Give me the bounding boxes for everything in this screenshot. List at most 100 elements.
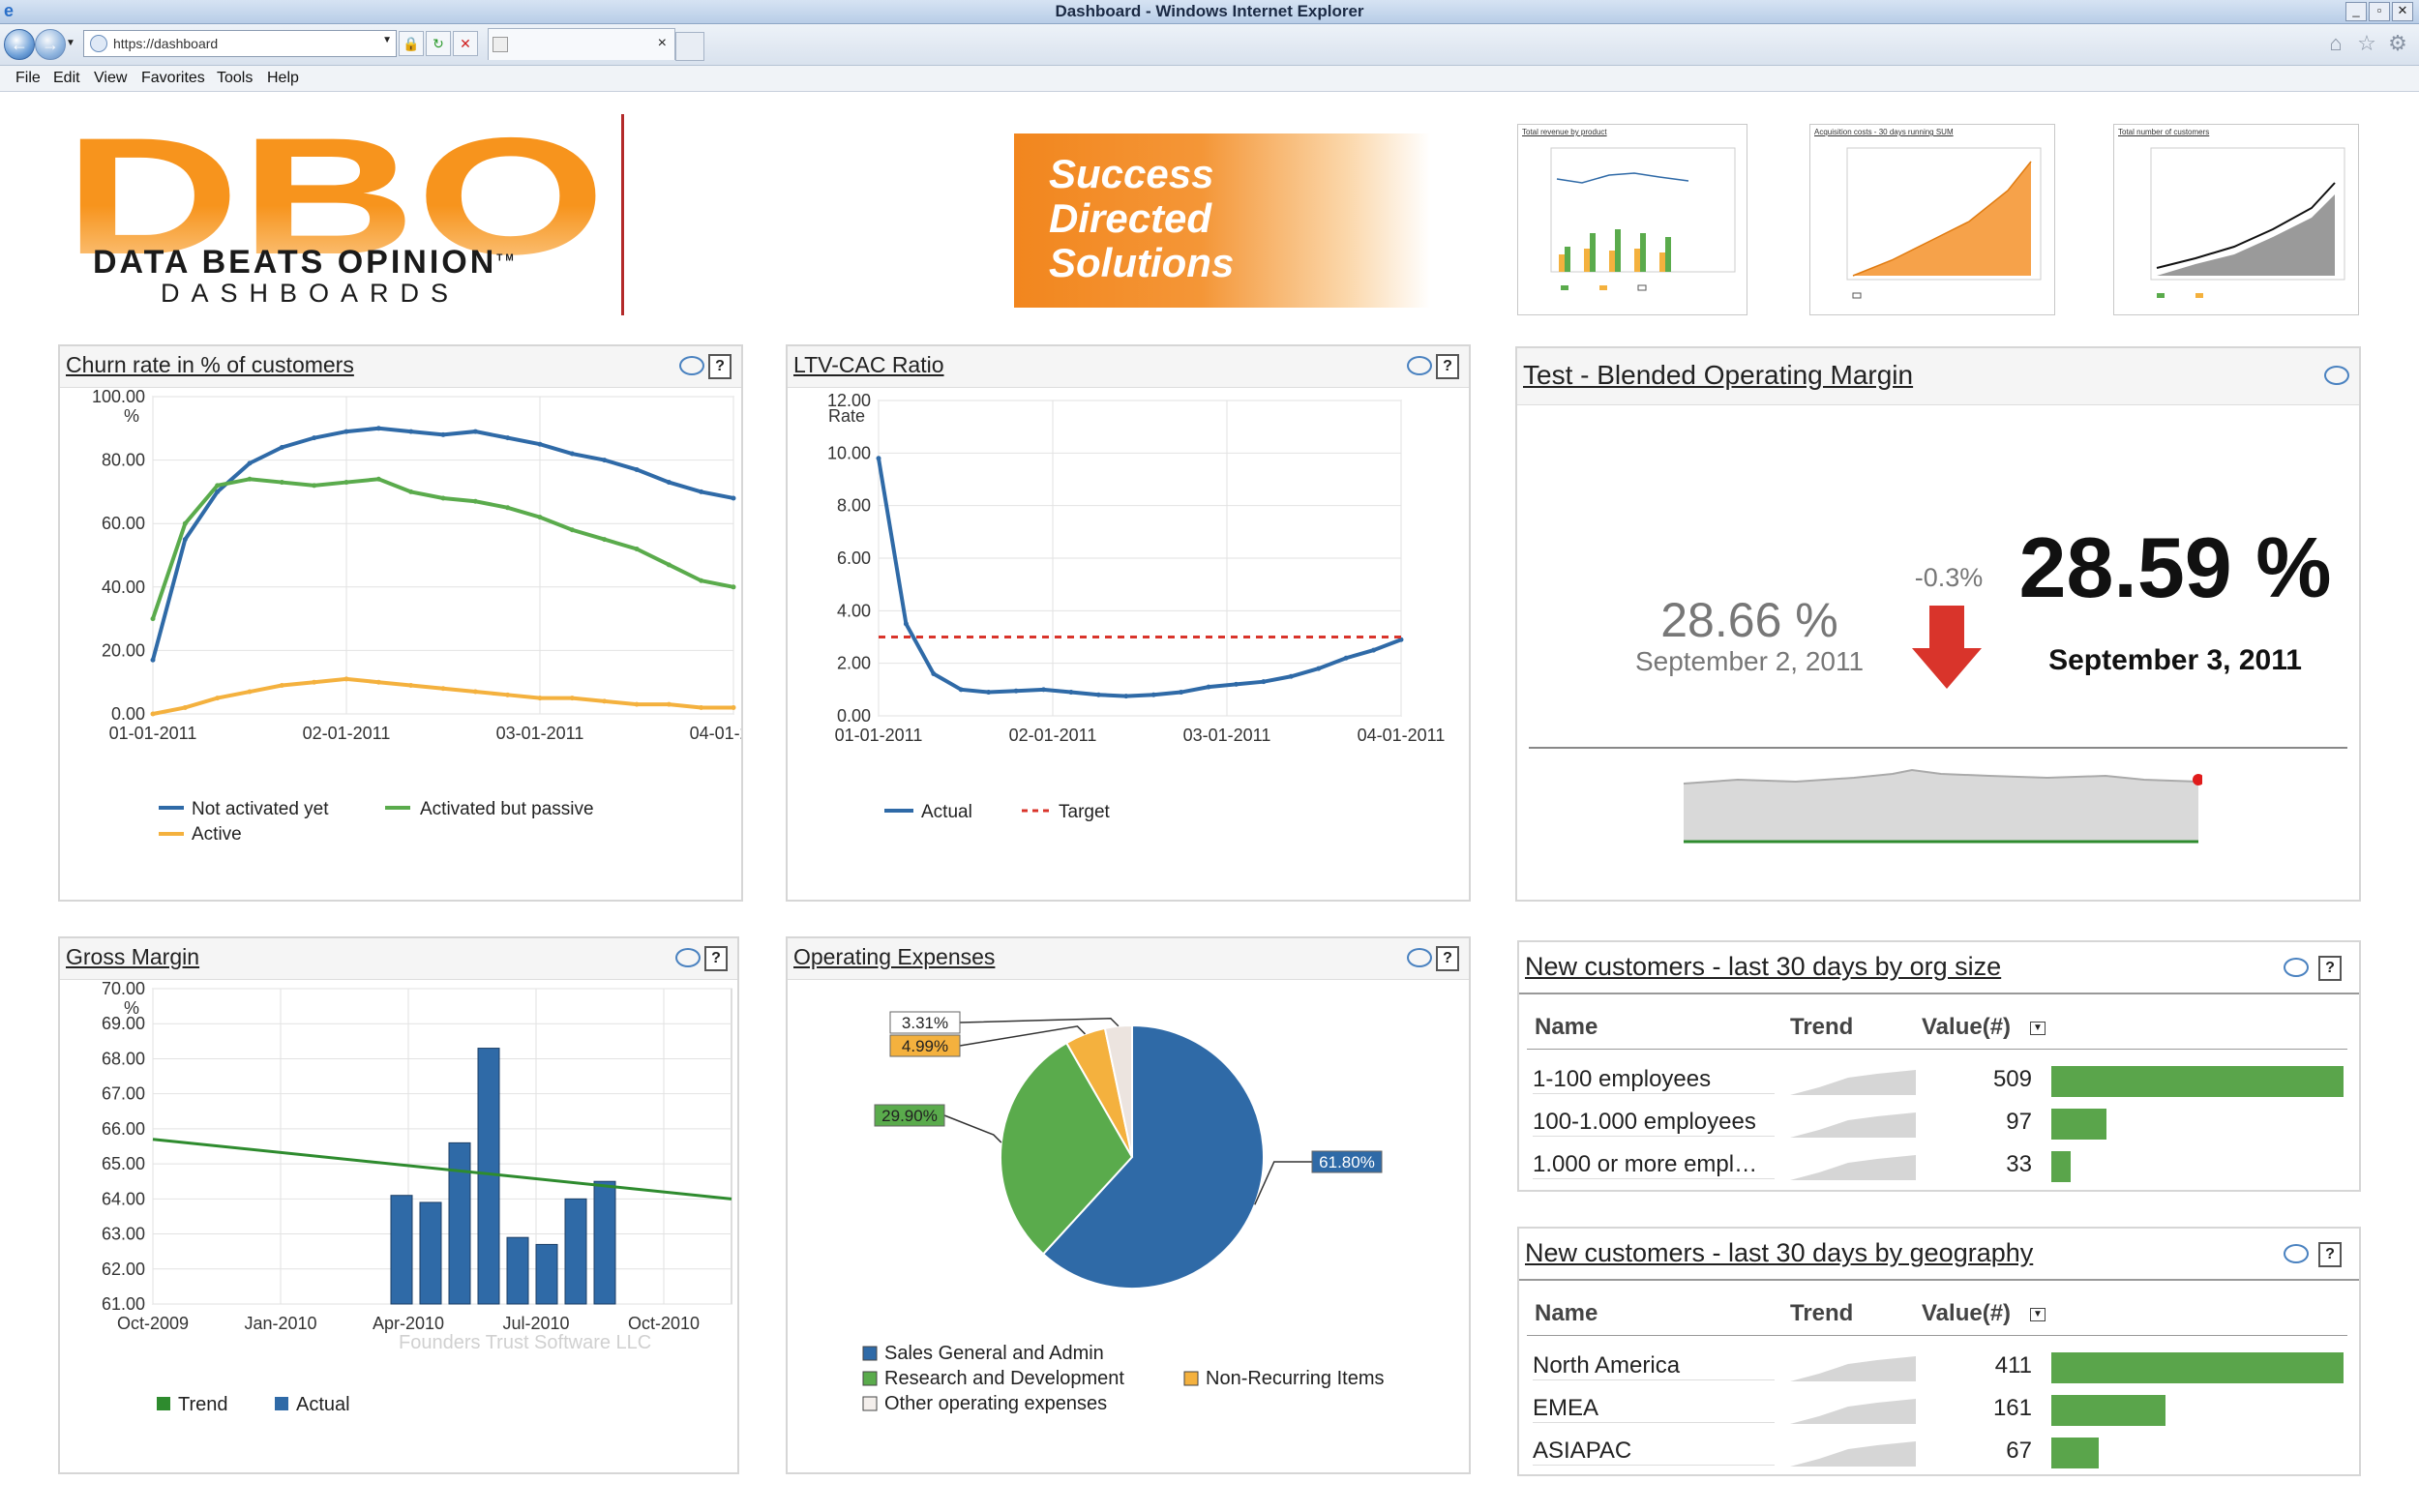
row-name[interactable]: ASIAPAC bbox=[1533, 1438, 1775, 1466]
panel-title[interactable]: New customers - last 30 days by org size bbox=[1525, 952, 2002, 981]
window-title: Dashboard - Windows Internet Explorer bbox=[1055, 2, 1364, 20]
data-point bbox=[247, 689, 253, 695]
comment-icon[interactable] bbox=[675, 948, 701, 967]
data-point bbox=[1150, 692, 1156, 697]
comment-icon[interactable] bbox=[679, 356, 704, 375]
panel-title[interactable]: Test - Blended Operating Margin bbox=[1523, 360, 1914, 390]
data-point bbox=[312, 435, 317, 441]
home-icon[interactable]: ⌂ bbox=[2329, 31, 2343, 55]
current-date: September 3, 2011 bbox=[2048, 644, 2302, 676]
tools-gear-icon[interactable]: ⚙ bbox=[2388, 31, 2407, 55]
minimize-button[interactable]: _ bbox=[2345, 2, 2367, 21]
thumbnail-customers[interactable]: Total number of customers bbox=[2113, 124, 2359, 315]
column-value[interactable]: Value(#) bbox=[1922, 1014, 2012, 1040]
panel-title[interactable]: Operating Expenses bbox=[793, 944, 996, 969]
legend-rnd: Research and Development bbox=[884, 1368, 1124, 1389]
panel-header: Operating Expenses ? bbox=[788, 938, 1469, 980]
sort-dropdown-icon[interactable]: ▼ bbox=[2030, 1022, 2046, 1035]
panel-title[interactable]: LTV-CAC Ratio bbox=[793, 352, 944, 377]
refresh-icon[interactable]: ↻ bbox=[426, 31, 451, 56]
data-point bbox=[472, 689, 478, 695]
down-arrow-icon bbox=[1912, 606, 1982, 689]
menu-edit[interactable]: Edit bbox=[53, 70, 80, 86]
comment-icon[interactable] bbox=[2324, 366, 2349, 385]
column-value[interactable]: Value(#) bbox=[1922, 1300, 2012, 1326]
legend-swatch-rnd bbox=[862, 1371, 878, 1386]
thumbnail-acquisition[interactable]: Acquisition costs - 30 days running SUM bbox=[1809, 124, 2055, 315]
close-tab-icon[interactable]: × bbox=[657, 35, 667, 51]
maximize-button[interactable]: ▫ bbox=[2369, 2, 2390, 21]
legend-actual: Actual bbox=[296, 1394, 350, 1415]
back-button[interactable]: ← bbox=[4, 29, 35, 60]
data-point bbox=[903, 621, 909, 627]
data-point bbox=[247, 460, 253, 466]
y-tick-label: 69.00 bbox=[102, 1014, 145, 1033]
menu-favorites[interactable]: Favorites bbox=[141, 70, 205, 86]
data-point bbox=[634, 466, 640, 472]
table-row[interactable]: ASIAPAC 67 bbox=[1519, 1434, 2359, 1472]
comment-icon[interactable] bbox=[1407, 356, 1432, 375]
close-window-button[interactable]: ✕ bbox=[2392, 2, 2413, 21]
pie-label-box bbox=[889, 1034, 961, 1057]
row-name[interactable]: 100-1.000 employees bbox=[1533, 1109, 1775, 1137]
new-tab-button[interactable] bbox=[675, 32, 704, 61]
org-size-panel: New customers - last 30 days by org size… bbox=[1517, 940, 2361, 1192]
help-icon[interactable]: ? bbox=[1436, 946, 1459, 971]
table-row[interactable]: 1-100 employees 509 bbox=[1519, 1062, 2359, 1101]
menu-file[interactable]: File bbox=[15, 70, 41, 86]
menu-view[interactable]: View bbox=[94, 70, 128, 86]
row-name[interactable]: 1.000 or more empl… bbox=[1533, 1151, 1775, 1179]
table-row[interactable]: 1.000 or more empl… 33 bbox=[1519, 1147, 2359, 1186]
panel-title[interactable]: Gross Margin bbox=[66, 944, 200, 969]
comment-icon[interactable] bbox=[2284, 1244, 2309, 1263]
menu-tools[interactable]: Tools bbox=[217, 70, 254, 86]
data-point bbox=[215, 489, 221, 494]
forward-button[interactable]: → bbox=[35, 29, 66, 60]
menu-help[interactable]: Help bbox=[267, 70, 299, 86]
data-point bbox=[472, 498, 478, 504]
data-point bbox=[247, 476, 253, 482]
browser-tab[interactable]: × bbox=[488, 28, 675, 60]
thumbnail-revenue[interactable]: Total revenue by product bbox=[1517, 124, 1747, 315]
bar bbox=[535, 1243, 558, 1305]
address-bar[interactable]: https://dashboard ▼ bbox=[83, 30, 397, 57]
geography-panel: New customers - last 30 days by geograph… bbox=[1517, 1227, 2361, 1476]
page-icon bbox=[90, 35, 107, 52]
lock-icon[interactable]: 🔒 bbox=[399, 31, 424, 56]
leader-line bbox=[1254, 1161, 1312, 1205]
row-name[interactable]: 1-100 employees bbox=[1533, 1066, 1775, 1094]
data-point bbox=[182, 520, 188, 526]
comment-icon[interactable] bbox=[2284, 958, 2309, 977]
panel-title[interactable]: New customers - last 30 days by geograph… bbox=[1525, 1238, 2034, 1267]
row-value: 67 bbox=[2006, 1438, 2032, 1464]
history-dropdown-icon[interactable]: ▼ bbox=[66, 38, 75, 48]
logo-subtitle: DASHBOARDS bbox=[161, 279, 461, 308]
table-row[interactable]: 100-1.000 employees 97 bbox=[1519, 1105, 2359, 1143]
help-icon[interactable]: ? bbox=[2318, 1242, 2342, 1267]
table-row[interactable]: EMEA 161 bbox=[1519, 1391, 2359, 1430]
slogan-line-3: Solutions bbox=[1049, 240, 1235, 285]
stop-icon[interactable]: ✕ bbox=[453, 31, 478, 56]
table-row[interactable]: North America 411 bbox=[1519, 1349, 2359, 1387]
help-icon[interactable]: ? bbox=[1436, 354, 1459, 379]
series-line-actual bbox=[877, 458, 1402, 698]
data-point bbox=[537, 515, 543, 520]
help-icon[interactable]: ? bbox=[704, 946, 728, 971]
comment-icon[interactable] bbox=[1407, 948, 1432, 967]
data-point bbox=[537, 441, 543, 447]
legend-swatch-other bbox=[862, 1396, 878, 1411]
address-dropdown-icon[interactable]: ▼ bbox=[382, 35, 392, 45]
trend-line bbox=[152, 1138, 732, 1201]
favorites-star-icon[interactable]: ☆ bbox=[2357, 31, 2376, 55]
y-tick-label: 62.00 bbox=[102, 1260, 145, 1279]
data-point bbox=[569, 696, 575, 701]
value-bar bbox=[2051, 1151, 2071, 1182]
panel-title[interactable]: Churn rate in % of customers bbox=[66, 352, 354, 377]
previous-date: September 2, 2011 bbox=[1634, 646, 1865, 676]
help-icon[interactable]: ? bbox=[708, 354, 732, 379]
sort-dropdown-icon[interactable]: ▼ bbox=[2030, 1308, 2046, 1321]
help-icon[interactable]: ? bbox=[2318, 956, 2342, 981]
row-name[interactable]: North America bbox=[1533, 1352, 1775, 1380]
data-point bbox=[1371, 647, 1377, 653]
row-name[interactable]: EMEA bbox=[1533, 1395, 1775, 1423]
